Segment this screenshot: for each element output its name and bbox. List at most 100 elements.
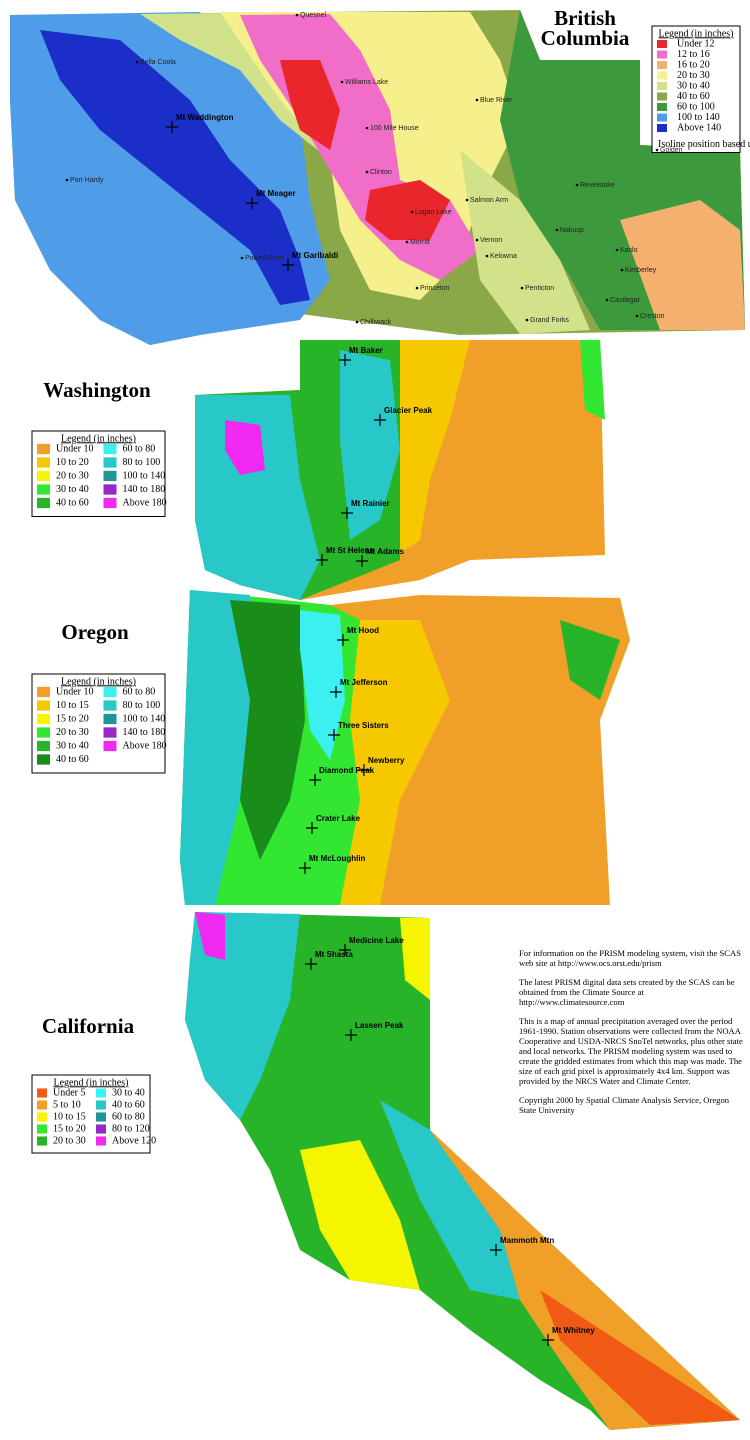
place-label: Bella Coola xyxy=(140,59,176,66)
legend-label: 80 to 100 xyxy=(123,700,161,711)
legend-title: Legend (in inches) xyxy=(61,676,136,687)
peak-label: Mt Garibaldi xyxy=(292,251,338,260)
legend-swatch xyxy=(103,700,117,711)
info-paragraph: This is a map of annual precipitation av… xyxy=(519,1016,743,1086)
peak-label: Mt Meager xyxy=(256,189,296,198)
place-dot xyxy=(655,148,659,152)
place-label: Revelstoke xyxy=(580,182,615,189)
legend-swatch xyxy=(37,740,50,752)
legend-label: 16 to 20 xyxy=(677,59,710,70)
legend-swatch xyxy=(37,727,50,738)
legend-label: 140 to 180 xyxy=(123,484,166,495)
legend: Legend (in inches)Under 10 10 to 15 15 to … xyxy=(31,673,167,774)
legend-swatch xyxy=(103,686,117,698)
place-dot xyxy=(615,248,619,252)
place-label: Penticton xyxy=(525,285,554,292)
place-label: Princeton xyxy=(420,285,450,292)
place-label: 100 Mile House xyxy=(370,125,419,132)
legend-swatch xyxy=(657,71,667,80)
legend-label: 10 to 20 xyxy=(56,457,89,468)
place-dot xyxy=(475,98,479,102)
legend-label: 10 to 15 xyxy=(56,700,89,711)
peak-marker xyxy=(328,729,340,741)
legend-label: Above 120 xyxy=(112,1135,156,1146)
legend-label: 20 to 30 xyxy=(56,470,89,481)
legend-label: 10 to 15 xyxy=(53,1111,86,1122)
place-label: Vernon xyxy=(480,237,502,244)
legend-label: 5 to 10 xyxy=(53,1099,81,1110)
info-paragraph: Copyright 2000 by Spatial Climate Analys… xyxy=(519,1095,730,1115)
legend-swatch xyxy=(37,1136,47,1146)
legend-label: 40 to 60 xyxy=(677,91,710,102)
place-dot xyxy=(465,198,469,202)
peak-marker xyxy=(490,1244,502,1256)
legend-box xyxy=(31,1074,151,1154)
wa-map xyxy=(195,340,605,600)
legend-label: Above 140 xyxy=(677,122,721,133)
place-dot xyxy=(355,320,359,324)
peak-label: Mt Waddington xyxy=(176,113,234,122)
peak-label: Newberry xyxy=(368,756,405,765)
place-dot xyxy=(555,228,559,232)
legend-label: Under 12 xyxy=(677,38,715,49)
peak-label: Mt McLoughlin xyxy=(309,854,366,863)
place-label: Quesnel xyxy=(300,12,327,19)
legend-swatch xyxy=(37,700,50,711)
legend-label: 20 to 30 xyxy=(53,1135,86,1146)
legend-swatch xyxy=(103,713,117,725)
peak-label: Mt Shasta xyxy=(315,950,353,959)
legend-label: 60 to 100 xyxy=(677,101,715,112)
legend-swatch xyxy=(37,713,50,725)
legend-title: Legend (in inches) xyxy=(659,28,734,39)
peak-label: Lassen Peak xyxy=(355,1021,404,1030)
legend-swatch xyxy=(103,727,117,738)
peak-label: Mt Rainier xyxy=(351,499,390,508)
place-dot xyxy=(295,13,299,17)
legend-label: 12 to 16 xyxy=(677,49,710,60)
peak-label: Mt Jefferson xyxy=(340,678,388,687)
legend-swatch xyxy=(37,1100,47,1110)
peak-marker xyxy=(299,862,311,874)
legend-label: 40 to 60 xyxy=(112,1099,145,1110)
place-dot xyxy=(485,254,489,258)
place-label: Kimberley xyxy=(625,267,657,274)
legend-label: Under 10 xyxy=(56,443,94,454)
region-title: Washington xyxy=(43,378,151,402)
legend-swatch xyxy=(96,1112,106,1122)
legend-swatch xyxy=(37,1088,47,1098)
place-label: Castlegar xyxy=(610,297,641,304)
legend-swatch xyxy=(103,740,117,752)
peak-marker xyxy=(356,555,368,567)
legend-swatch xyxy=(103,443,117,455)
place-dot xyxy=(635,314,639,318)
legend-label: 30 to 40 xyxy=(56,484,89,495)
legend-label: 60 to 80 xyxy=(123,443,156,454)
legend-box xyxy=(31,430,166,517)
place-label: Merritt xyxy=(410,239,430,246)
peak-marker xyxy=(306,822,318,834)
peak-marker xyxy=(339,354,351,366)
legend-swatch xyxy=(37,497,50,509)
place-dot xyxy=(525,318,529,322)
legend-label: Above 180 xyxy=(123,497,167,508)
legend-note: Isoline position based upon very limited… xyxy=(658,139,750,150)
peak-label: Crater Lake xyxy=(316,814,361,823)
peak-marker xyxy=(305,958,317,970)
legend-swatch xyxy=(103,470,117,482)
peak-marker xyxy=(337,634,349,646)
ca-map xyxy=(185,912,740,1430)
legend-swatch xyxy=(657,40,667,48)
legend-title: Legend (in inches) xyxy=(61,433,136,444)
place-dot xyxy=(65,178,69,182)
info-text: For information on the PRISM modeling sy… xyxy=(519,948,747,1124)
place-label: Clinton xyxy=(370,169,392,176)
peak-marker xyxy=(309,774,321,786)
peak-marker xyxy=(166,121,178,133)
peak-label: Mt Baker xyxy=(349,346,383,355)
peak-label: Mammoth Mtn xyxy=(500,1236,554,1245)
legend-swatch xyxy=(657,61,667,69)
place-label: Logan Lake xyxy=(415,209,452,216)
